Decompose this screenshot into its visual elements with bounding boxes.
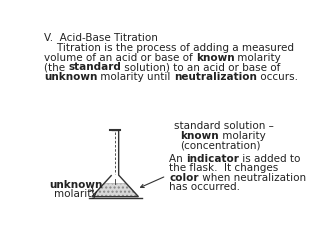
Text: has occurred.: has occurred. — [169, 182, 240, 192]
Text: known: known — [196, 53, 235, 63]
Text: An: An — [169, 154, 187, 163]
Text: molarity: molarity — [219, 131, 266, 141]
Text: (the: (the — [44, 62, 68, 72]
Text: unknown: unknown — [44, 72, 97, 82]
Text: Titration is the process of adding a measured: Titration is the process of adding a mea… — [44, 43, 294, 53]
Text: when neutralization: when neutralization — [199, 173, 306, 183]
Text: solution) to an acid or base of: solution) to an acid or base of — [121, 62, 281, 72]
Text: occurs.: occurs. — [257, 72, 298, 82]
Text: molarity until: molarity until — [97, 72, 174, 82]
Text: molarity: molarity — [54, 189, 98, 199]
Text: V.  Acid-Base Titration: V. Acid-Base Titration — [44, 33, 158, 43]
Text: indicator: indicator — [187, 154, 239, 163]
Polygon shape — [92, 184, 139, 197]
Text: the flask.  It changes: the flask. It changes — [169, 163, 279, 173]
Text: standard solution –: standard solution – — [174, 121, 274, 131]
Text: (concentration): (concentration) — [180, 140, 261, 150]
Text: volume of an acid or base of: volume of an acid or base of — [44, 53, 196, 63]
Text: molarity: molarity — [235, 53, 281, 63]
Text: color: color — [169, 173, 199, 183]
Text: is added to: is added to — [239, 154, 301, 163]
Text: neutralization: neutralization — [174, 72, 257, 82]
Text: known: known — [180, 131, 219, 141]
Text: standard: standard — [68, 62, 121, 72]
Text: unknown: unknown — [49, 180, 103, 190]
